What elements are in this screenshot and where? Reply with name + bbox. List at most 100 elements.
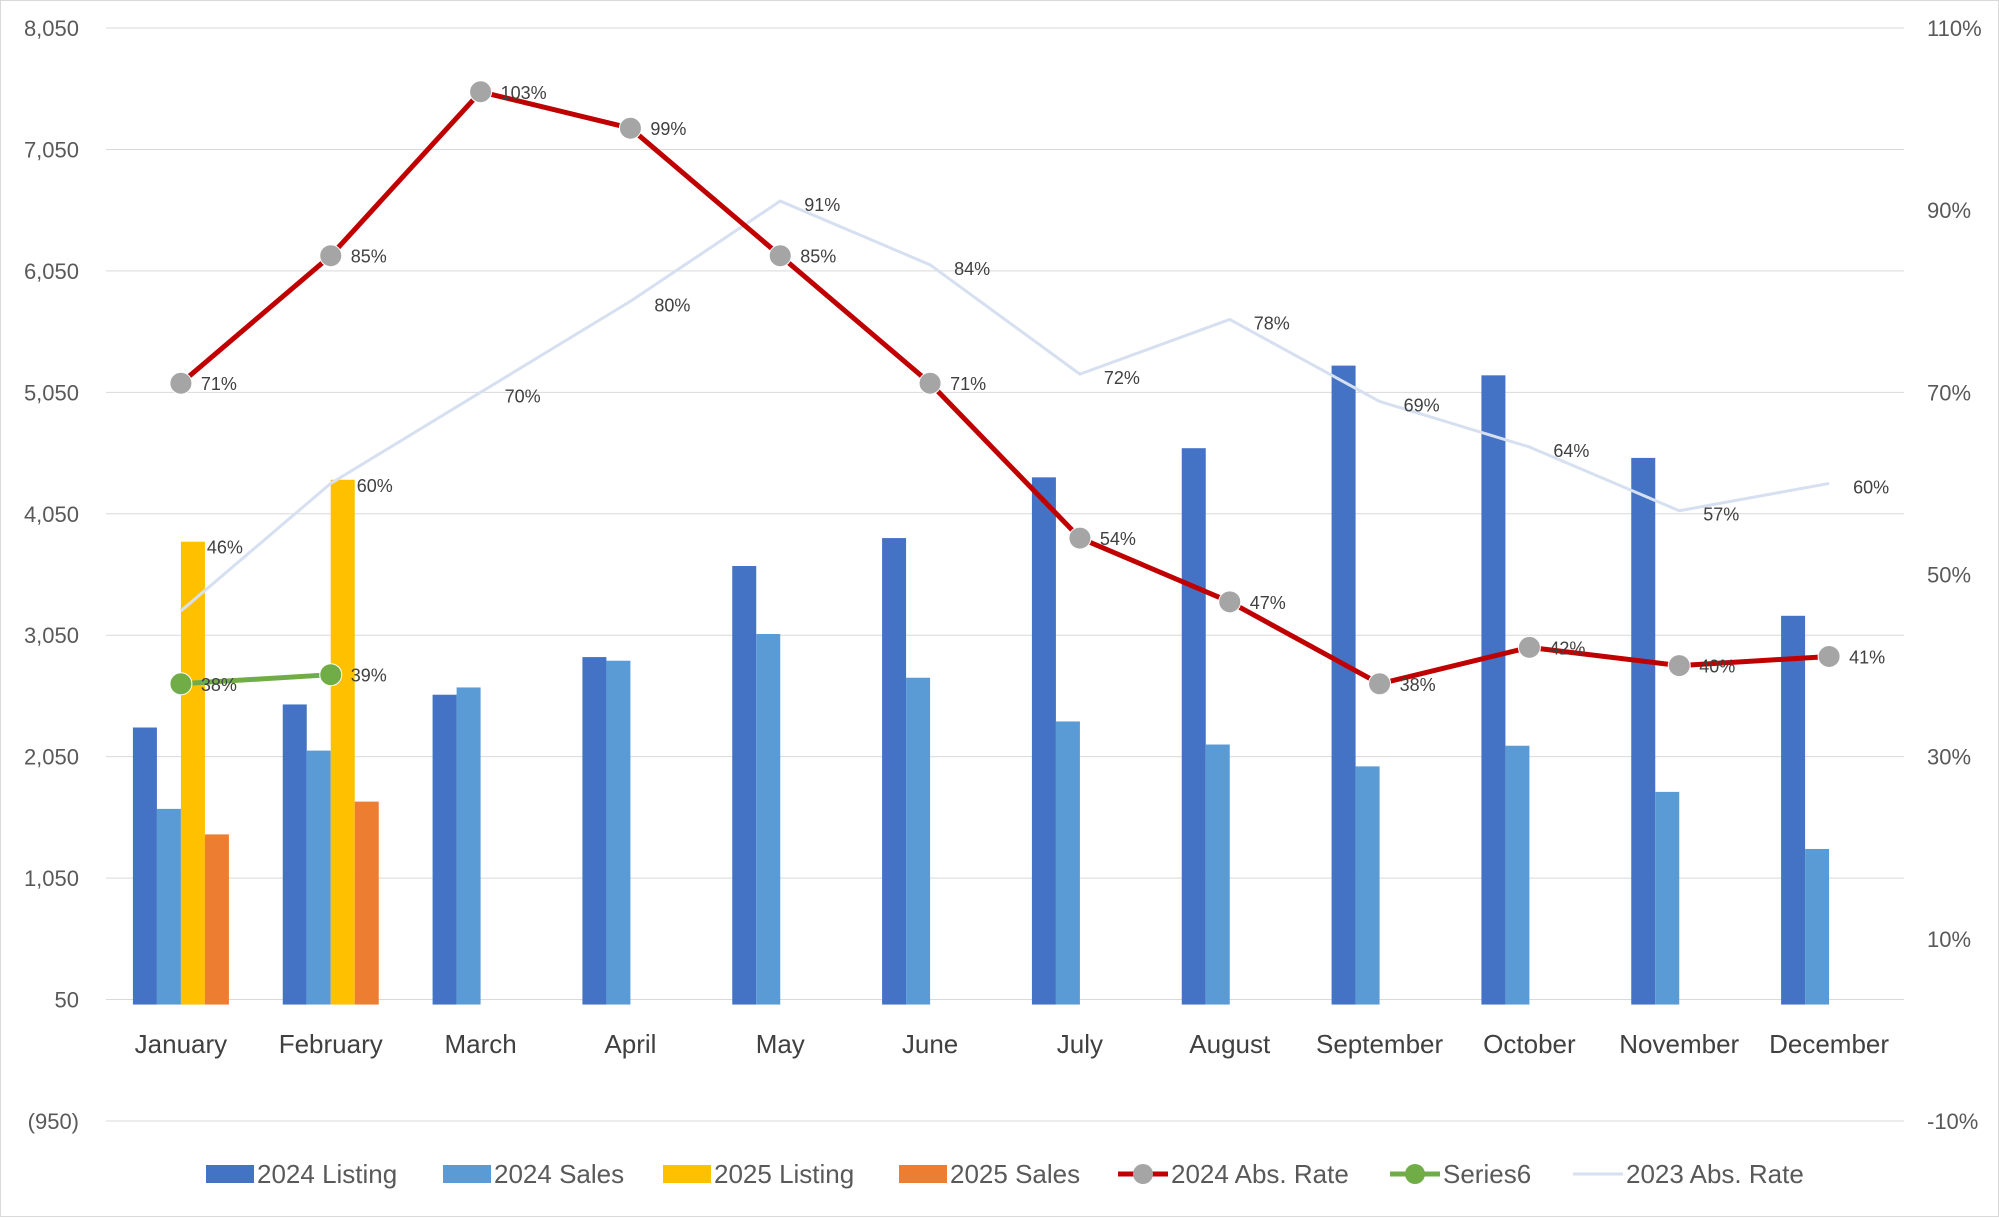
bar	[1631, 457, 1656, 1005]
data-label: 70%	[505, 386, 541, 406]
data-label: 60%	[357, 476, 393, 496]
data-label: 85%	[800, 247, 836, 267]
bar	[282, 704, 307, 1005]
marker	[918, 371, 942, 395]
bar	[180, 541, 205, 1005]
category-axis: January February March April May June July Augu…	[135, 1029, 1890, 1059]
legend-label: 2024 Sales	[494, 1159, 624, 1189]
bar	[204, 834, 229, 1005]
legend-swatch	[443, 1165, 491, 1183]
category-label: December	[1769, 1029, 1889, 1059]
right-tick-label: 50%	[1927, 563, 1971, 588]
data-label: 57%	[1703, 505, 1739, 525]
data-label: 78%	[1254, 313, 1290, 333]
bar	[582, 657, 607, 1005]
marker	[169, 672, 193, 696]
series-line	[179, 89, 1830, 687]
bar	[132, 727, 157, 1005]
data-label: 69%	[1404, 395, 1440, 415]
bar	[1481, 375, 1506, 1005]
data-label: 47%	[1250, 593, 1286, 613]
bar	[354, 801, 379, 1005]
legend-swatch	[206, 1165, 254, 1183]
data-label: 99%	[650, 119, 686, 139]
series-line	[179, 199, 1830, 613]
data-label: 46%	[207, 538, 243, 558]
right-tick-label: -10%	[1927, 1109, 1978, 1134]
marker	[169, 371, 193, 395]
marker	[1218, 590, 1242, 614]
marker	[1667, 654, 1691, 678]
category-label: February	[279, 1029, 383, 1059]
left-tick-label: 1,050	[24, 866, 79, 891]
data-label: 64%	[1553, 441, 1589, 461]
data-label: 71%	[950, 374, 986, 394]
right-tick-label: 110%	[1927, 16, 1982, 41]
left-tick-label: 6,050	[24, 259, 79, 284]
category-label: July	[1057, 1029, 1103, 1059]
legend-label: 2024 Abs. Rate	[1171, 1159, 1349, 1189]
data-label: 80%	[654, 295, 690, 315]
bar	[1805, 848, 1830, 1005]
marker	[618, 116, 642, 140]
bar	[1505, 745, 1530, 1005]
bar	[456, 687, 481, 1005]
category-label: September	[1316, 1029, 1444, 1059]
gridlines	[106, 27, 1904, 1122]
legend-label: 2023 Abs. Rate	[1626, 1159, 1804, 1189]
bar	[306, 750, 331, 1005]
left-tick-label: 2,050	[24, 745, 79, 770]
marker	[1817, 644, 1841, 668]
data-label: 42%	[1549, 638, 1585, 658]
bar	[1181, 448, 1206, 1005]
legend-swatch	[663, 1165, 711, 1183]
data-label: 40%	[1699, 657, 1735, 677]
category-label: November	[1619, 1029, 1739, 1059]
left-tick-label: 8,050	[24, 16, 79, 41]
data-label: 72%	[1104, 368, 1140, 388]
marker	[469, 80, 493, 104]
data-label: 54%	[1100, 529, 1136, 549]
left-tick-label: 4,050	[24, 502, 79, 527]
legend-marker	[1405, 1164, 1425, 1184]
marker	[1517, 635, 1541, 659]
category-label: January	[135, 1029, 228, 1059]
bar	[756, 634, 781, 1005]
bar	[432, 694, 457, 1005]
left-tick-label: 5,050	[24, 380, 79, 405]
marker	[319, 244, 343, 268]
bar	[1355, 766, 1380, 1005]
bar	[156, 808, 181, 1005]
bar	[1781, 615, 1806, 1005]
bar	[1031, 477, 1056, 1005]
category-label: June	[902, 1029, 958, 1059]
left-tick-label: (950)	[28, 1109, 79, 1134]
right-tick-label: 70%	[1927, 380, 1971, 405]
data-label: 84%	[954, 259, 990, 279]
left-tick-label: 7,050	[24, 137, 79, 162]
bar	[906, 677, 931, 1005]
data-label: 38%	[1400, 675, 1436, 695]
bar	[1055, 721, 1080, 1005]
lines	[169, 80, 1841, 696]
bar	[606, 660, 631, 1005]
category-label: April	[604, 1029, 656, 1059]
data-label: 91%	[804, 195, 840, 215]
category-label: October	[1483, 1029, 1576, 1059]
data-label: 41%	[1849, 647, 1885, 667]
data-label: 71%	[201, 374, 237, 394]
left-axis: 8,050 7,050 6,050 5,050 4,050 3,050 2,050 1,050…	[24, 16, 79, 1134]
legend-label: Series6	[1443, 1159, 1531, 1189]
right-tick-label: 10%	[1927, 927, 1971, 952]
series-line	[180, 672, 331, 687]
data-labels: 46% 60% 70% 80% 91% 84% 72% 78% 69% 64% 57% 60% 71% 8…	[201, 83, 1889, 695]
data-label: 103%	[501, 83, 547, 103]
right-axis: 110% 90% 70% 50% 30% 10% -10%	[1927, 16, 1982, 1134]
legend-swatch	[899, 1165, 947, 1183]
bar	[1655, 791, 1680, 1005]
data-label: 39%	[351, 666, 387, 686]
category-label: March	[444, 1029, 516, 1059]
bar	[732, 565, 757, 1005]
